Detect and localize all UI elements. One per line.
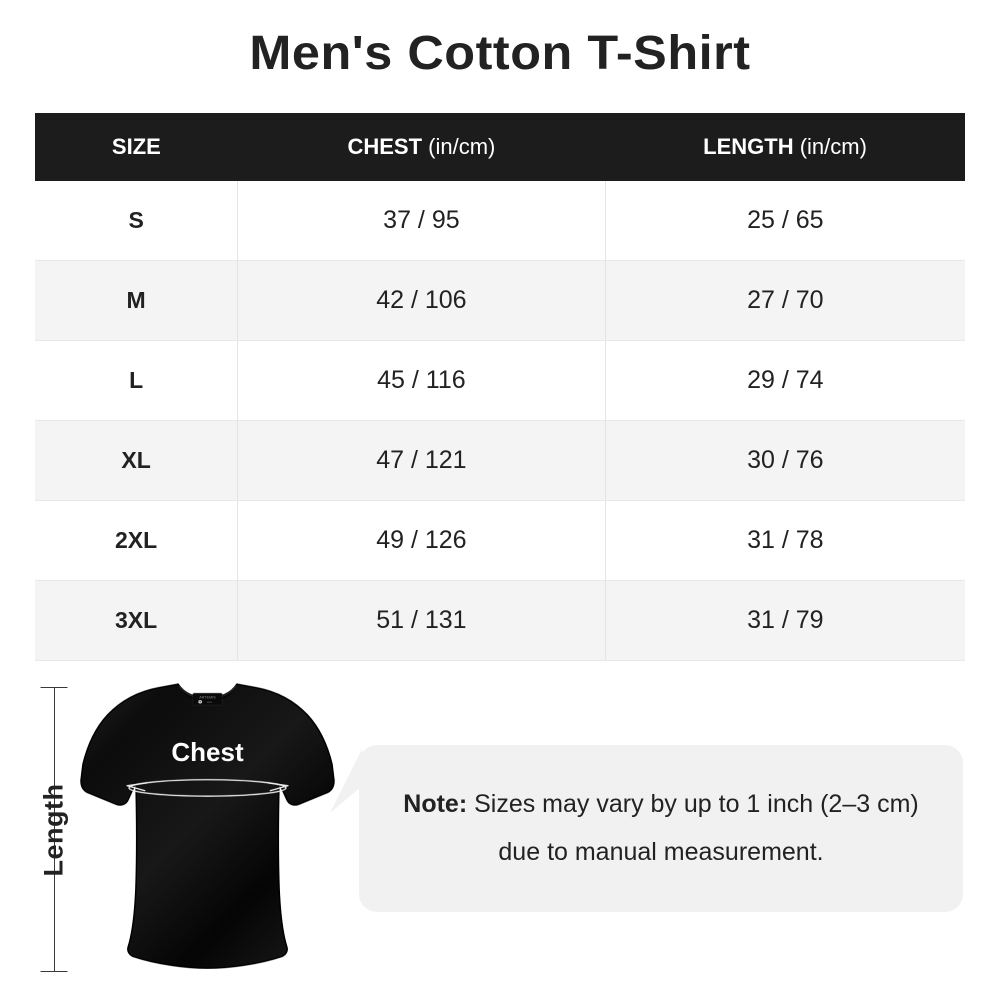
svg-text:ARTEMIS: ARTEMIS <box>199 695 216 699</box>
svg-text:SIZE: SIZE <box>207 702 213 704</box>
